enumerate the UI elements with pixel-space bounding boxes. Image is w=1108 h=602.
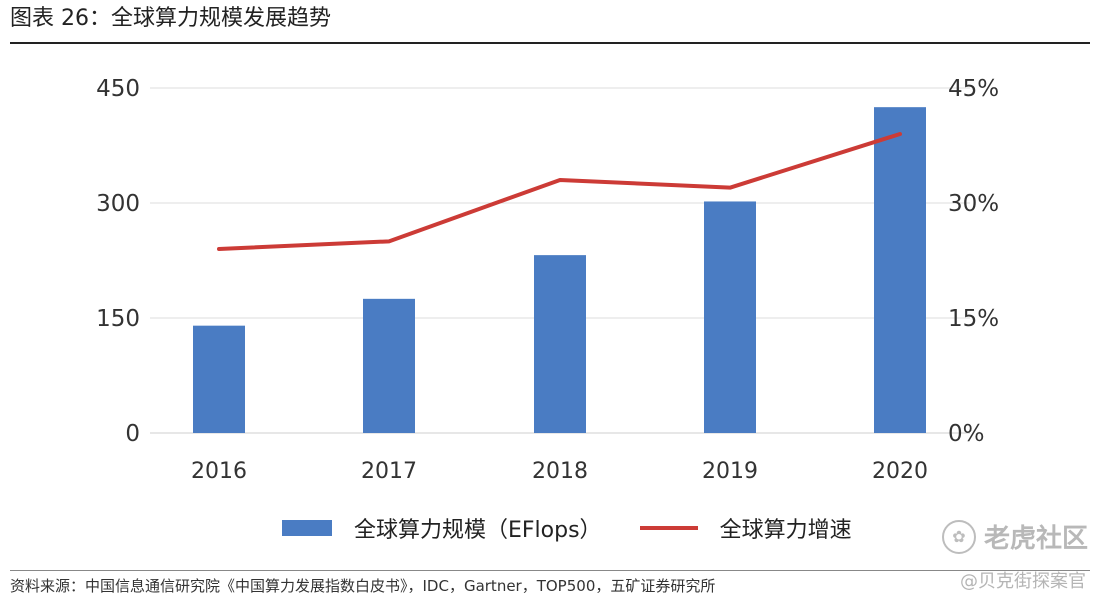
left-tick-label: 0 <box>125 421 140 447</box>
right-axis: 0% 15% 30% 45% <box>948 76 999 447</box>
bar-2017 <box>363 298 415 433</box>
watermark-handle: @贝克街探案官 <box>960 571 1086 592</box>
left-tick-label: 450 <box>96 76 140 102</box>
bar-series <box>193 107 926 434</box>
x-tick-label: 2020 <box>872 459 928 484</box>
source-divider <box>10 570 1090 571</box>
x-tick-label: 2017 <box>361 459 417 484</box>
left-tick-label: 300 <box>96 191 140 217</box>
growth-line <box>217 132 902 251</box>
watermark-text: 老虎社区 <box>983 524 1088 554</box>
legend-bar-swatch <box>282 520 332 536</box>
line-series <box>217 132 902 251</box>
legend-line-swatch <box>639 526 698 530</box>
watermark: ✿ 老虎社区 <box>941 518 1088 555</box>
legend-bar-label: 全球算力规模（EFlops） <box>354 518 602 543</box>
bar-2016 <box>193 325 245 433</box>
source-note: 资料来源：中国信息通信研究院《中国算力发展指数白皮书》，IDC，Gartner，… <box>10 577 716 595</box>
x-tick-label: 2019 <box>702 459 758 484</box>
bar-2018 <box>534 255 586 433</box>
title-divider <box>10 42 1090 44</box>
left-tick-label: 150 <box>96 306 140 332</box>
right-tick-label: 0% <box>948 421 985 447</box>
x-tick-label: 2016 <box>191 459 247 484</box>
legend-line-label: 全球算力增速 <box>719 518 852 543</box>
x-tick-label: 2018 <box>532 459 588 484</box>
left-axis: 0 150 300 450 <box>96 76 140 447</box>
bar-2020 <box>874 107 926 434</box>
right-tick-label: 30% <box>948 191 999 217</box>
right-tick-label: 45% <box>948 76 999 102</box>
legend: 全球算力规模（EFlops） 全球算力增速 <box>282 508 852 548</box>
right-tick-label: 15% <box>948 306 999 332</box>
figure-title: 图表 26：全球算力规模发展趋势 <box>10 6 331 31</box>
bar-2019 <box>704 201 756 433</box>
paw-icon: ✿ <box>941 519 976 554</box>
x-axis: 2016 2017 2018 2019 2020 <box>191 459 928 484</box>
